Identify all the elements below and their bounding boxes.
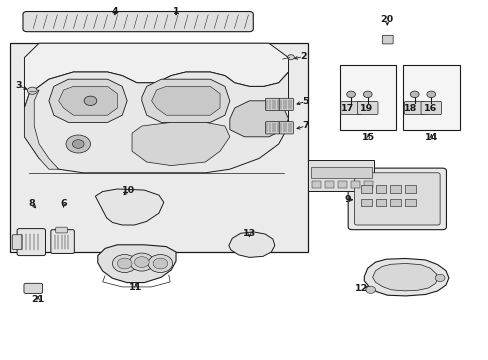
Circle shape [363,91,371,98]
Text: 8: 8 [28,199,35,208]
Text: 5: 5 [302,97,308,106]
FancyBboxPatch shape [265,122,279,134]
Polygon shape [59,86,117,115]
Polygon shape [24,90,59,169]
FancyBboxPatch shape [265,98,279,111]
Circle shape [129,253,154,271]
Circle shape [134,257,149,267]
Bar [389,185,400,193]
Text: 1: 1 [172,7,179,16]
Circle shape [148,255,172,273]
FancyBboxPatch shape [357,102,377,114]
FancyBboxPatch shape [340,102,361,114]
Text: 7: 7 [302,122,308,130]
FancyBboxPatch shape [404,102,424,114]
FancyBboxPatch shape [24,283,42,293]
Polygon shape [151,86,220,115]
Bar [311,181,320,188]
Polygon shape [228,232,274,257]
Circle shape [66,135,90,153]
Bar [360,185,371,193]
FancyBboxPatch shape [23,12,253,32]
Polygon shape [24,43,288,108]
Bar [307,160,373,191]
Text: 12: 12 [354,284,368,293]
Circle shape [426,91,435,98]
Polygon shape [49,79,127,122]
FancyBboxPatch shape [279,98,293,111]
Circle shape [117,258,132,269]
Polygon shape [24,72,288,173]
Text: 10: 10 [122,186,134,195]
Bar [403,65,459,130]
Circle shape [287,55,294,60]
Circle shape [27,87,37,94]
Circle shape [84,96,97,105]
FancyBboxPatch shape [420,102,441,114]
Polygon shape [142,79,229,122]
Circle shape [153,258,167,269]
Circle shape [72,140,84,148]
Bar [350,181,359,188]
Text: 20: 20 [380,15,393,24]
Bar [339,65,395,130]
Bar [364,181,372,188]
Text: 15: 15 [361,133,374,142]
Polygon shape [372,264,437,291]
Bar [338,181,346,188]
Polygon shape [132,122,229,166]
FancyBboxPatch shape [354,173,439,225]
FancyBboxPatch shape [51,230,74,253]
Polygon shape [229,101,288,137]
FancyBboxPatch shape [17,229,45,256]
Text: 11: 11 [129,283,142,292]
Circle shape [112,255,137,273]
Text: 2: 2 [299,52,306,61]
Bar [310,167,371,178]
Circle shape [365,286,375,293]
FancyBboxPatch shape [279,122,293,134]
Text: 4: 4 [111,7,118,16]
Text: 3: 3 [15,81,22,90]
Circle shape [409,91,418,98]
Text: 18: 18 [403,104,417,112]
Bar [404,199,415,206]
Polygon shape [98,245,176,283]
Bar [10,43,307,252]
Text: 21: 21 [31,295,45,304]
Bar [389,199,400,206]
Text: 16: 16 [423,104,436,112]
Bar [375,199,386,206]
FancyBboxPatch shape [347,168,446,230]
FancyBboxPatch shape [12,235,22,249]
Polygon shape [95,189,163,225]
Polygon shape [364,258,448,296]
Bar [404,185,415,193]
Text: 13: 13 [243,229,255,238]
Circle shape [346,91,355,98]
Text: 17: 17 [340,104,353,112]
Bar [360,199,371,206]
Text: 19: 19 [359,104,373,112]
Bar [325,181,333,188]
Text: 6: 6 [60,199,67,208]
FancyBboxPatch shape [382,35,392,44]
Text: 9: 9 [344,195,351,204]
FancyBboxPatch shape [56,227,67,233]
Text: 14: 14 [424,133,437,142]
Circle shape [434,274,444,282]
Bar [375,185,386,193]
